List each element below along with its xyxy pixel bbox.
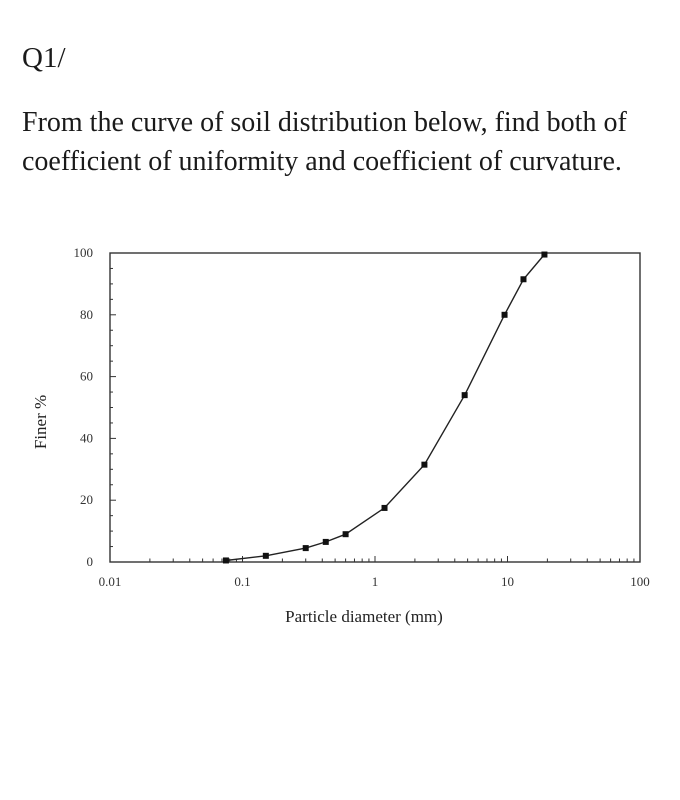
data-point [222, 557, 229, 564]
y-tick-label: 0 [87, 554, 94, 569]
y-tick-label: 60 [80, 369, 93, 384]
x-tick-label: 1 [372, 574, 379, 589]
data-point [381, 504, 388, 511]
data-point [421, 461, 428, 468]
y-tick-label: 40 [80, 430, 93, 445]
y-tick-label: 80 [80, 307, 93, 322]
series-markers [222, 251, 548, 564]
data-point [322, 538, 329, 545]
x-tick-label: 10 [501, 574, 514, 589]
data-point [302, 545, 309, 552]
x-tick-label: 0.01 [99, 574, 122, 589]
series-line [225, 254, 545, 562]
question-number: Q1/ [22, 42, 66, 74]
data-point [262, 552, 269, 559]
question-text: From the curve of soil distribution belo… [22, 107, 627, 177]
y-tick-label: 100 [74, 245, 94, 260]
plot-frame [109, 252, 641, 563]
data-point [501, 311, 508, 318]
y-tick-label: 20 [80, 492, 93, 507]
y-axis-title: Finer % [31, 395, 50, 449]
data-point [541, 251, 548, 258]
data-point [520, 276, 527, 283]
x-tick-labels: 0.01 0.1 1 10 100 [99, 574, 650, 589]
x-tick-label: 100 [630, 574, 650, 589]
data-point [461, 392, 468, 399]
axis-ticks [109, 252, 635, 563]
data-point [342, 531, 349, 538]
x-tick-label: 0.1 [234, 574, 250, 589]
x-axis-title: Particle diameter (mm) [285, 607, 443, 626]
y-tick-labels: 0 20 40 60 80 100 [74, 245, 94, 569]
